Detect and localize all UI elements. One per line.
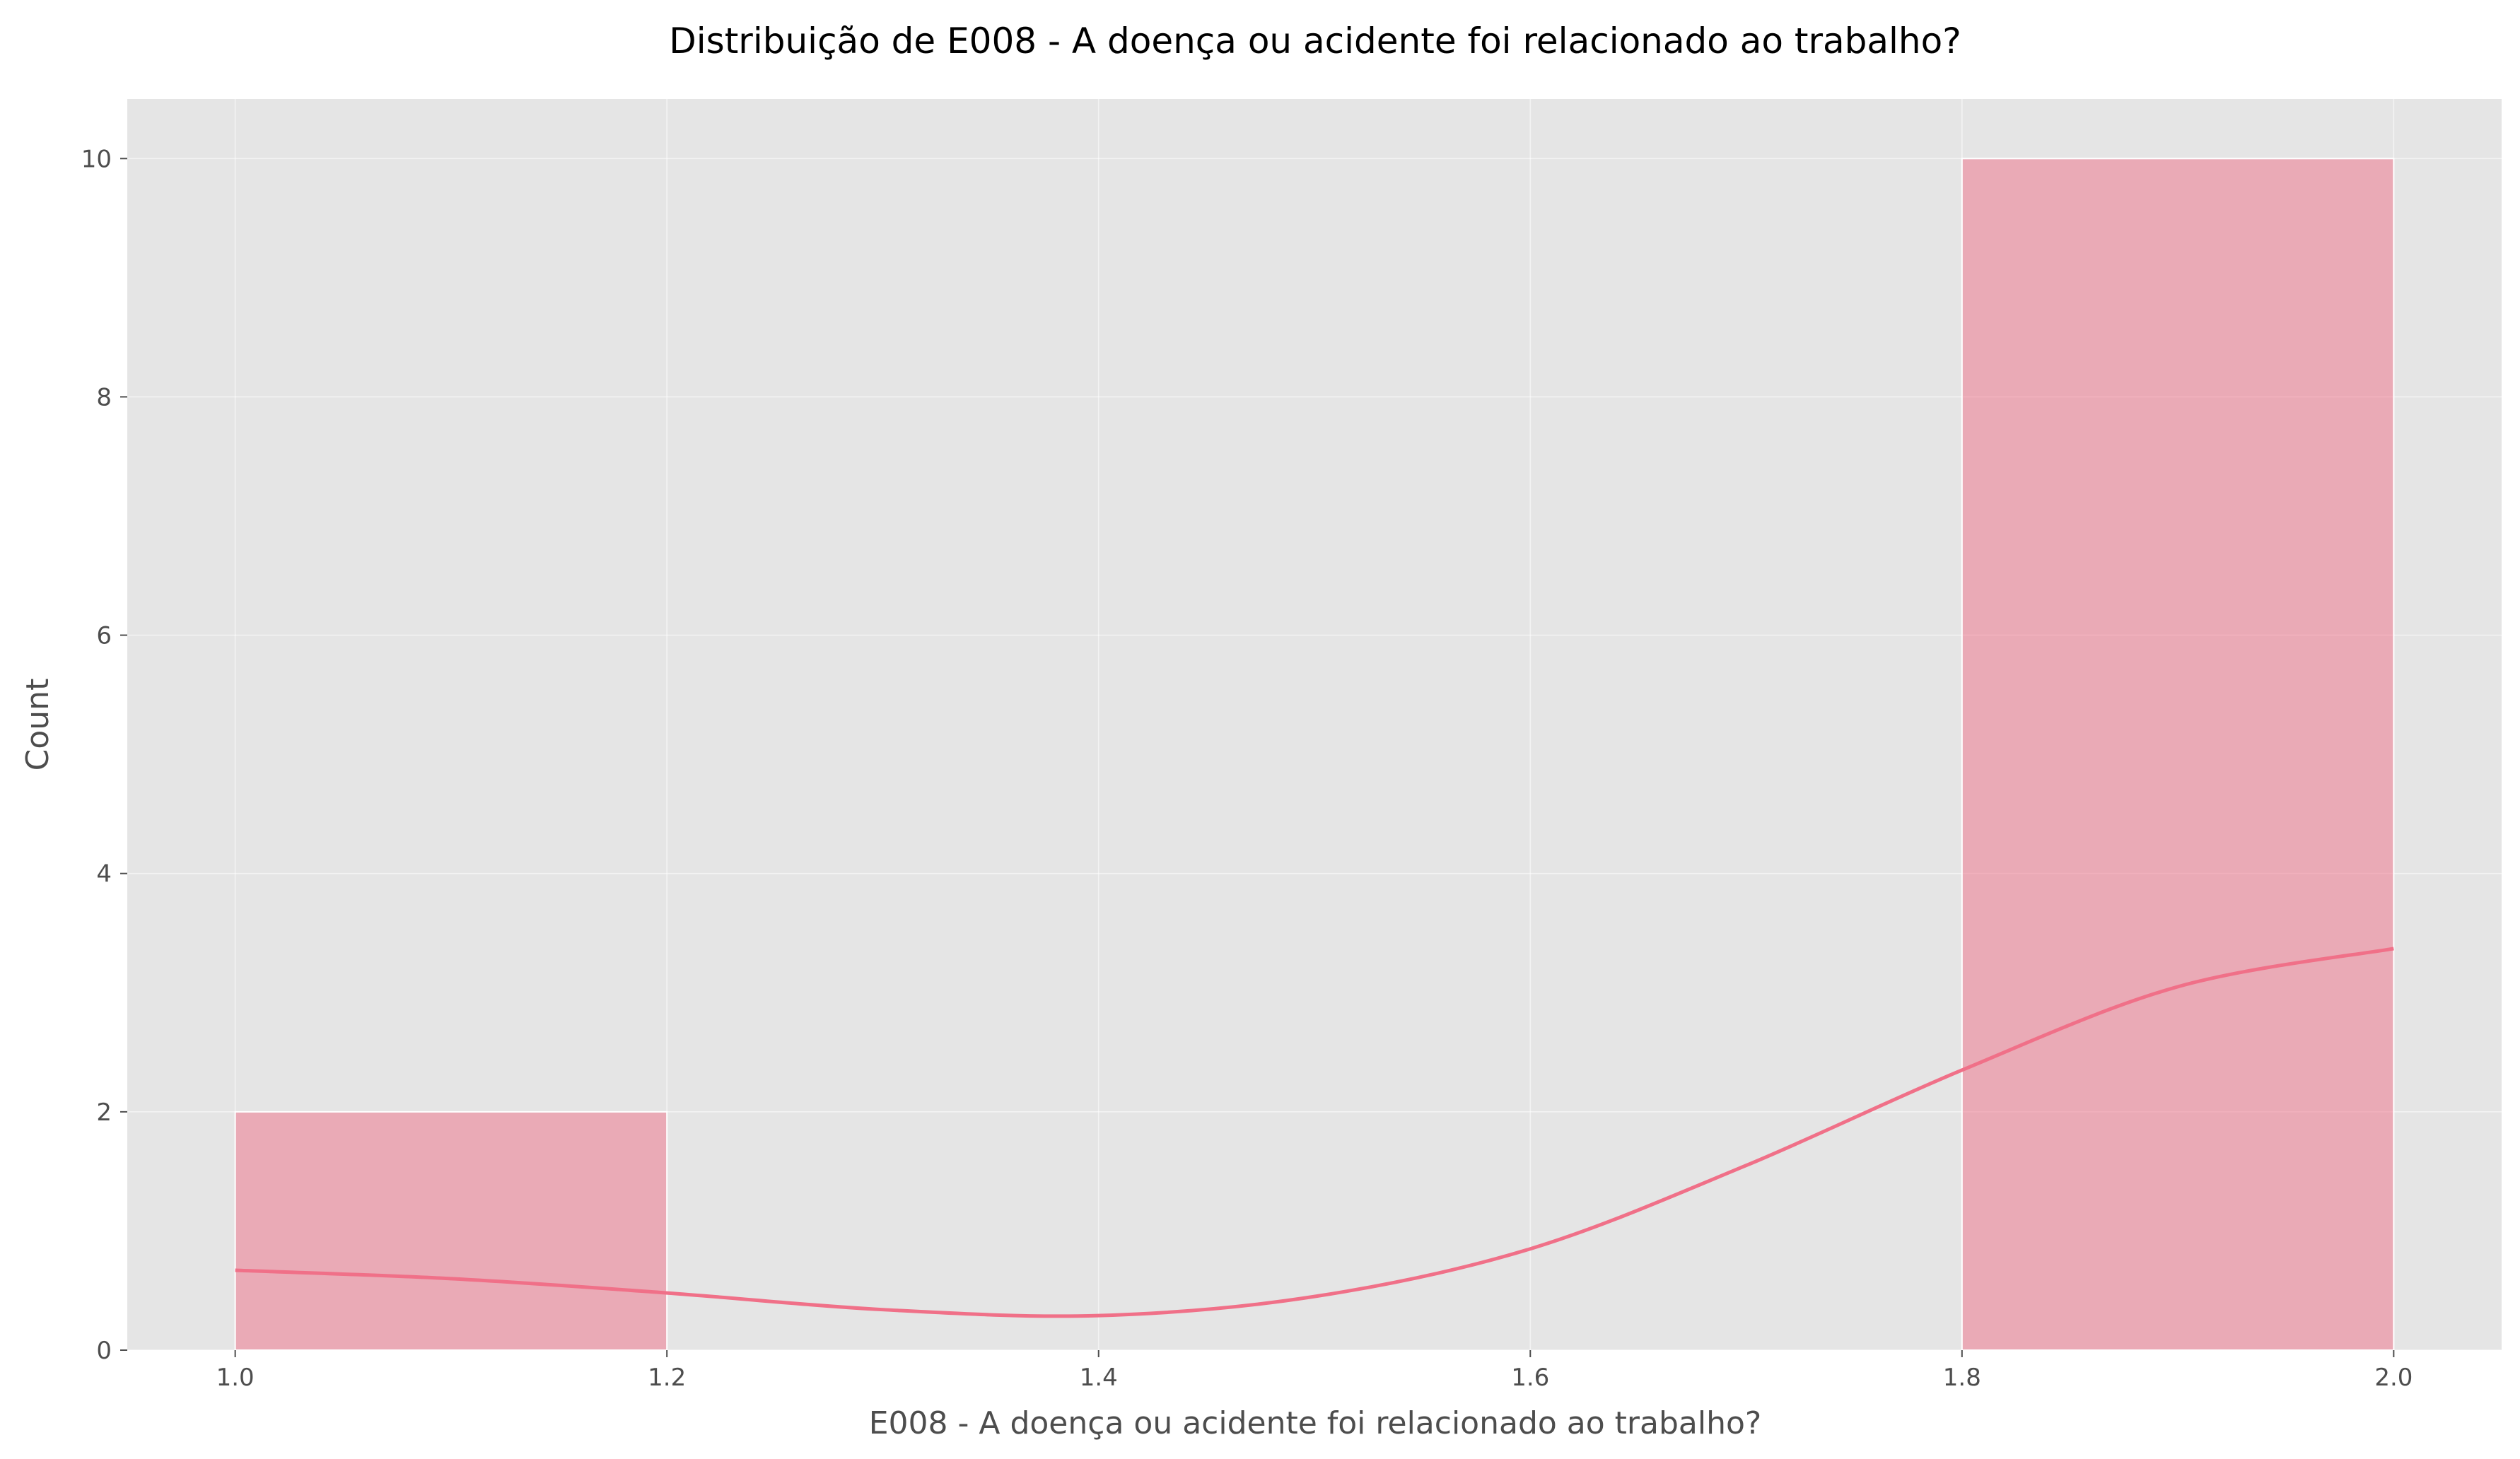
x-tick-label: 1.0 — [216, 1364, 255, 1392]
kde-curve — [235, 947, 2394, 1318]
x-tick-label: 1.4 — [1080, 1364, 1118, 1392]
chart-title: Distribuição de E008 - A doença ou acide… — [669, 20, 1961, 61]
x-tick-label: 1.6 — [1511, 1364, 1549, 1392]
x-axis-ticks: 1.0 1.2 1.4 1.6 1.8 2.0 — [216, 1350, 2413, 1392]
y-tick-label: 8 — [96, 383, 112, 411]
y-axis-label: Count — [20, 679, 56, 771]
y-tick-label: 6 — [96, 622, 112, 650]
x-tick-label: 1.2 — [648, 1364, 686, 1392]
x-tick-label: 1.8 — [1943, 1364, 1981, 1392]
histogram-bars — [234, 158, 2395, 1352]
y-axis-ticks: 0 2 4 6 8 10 — [81, 145, 127, 1365]
y-tick-label: 4 — [96, 860, 112, 889]
y-tick-label: 2 — [96, 1098, 112, 1127]
x-axis-label: E008 - A doença ou acidente foi relacion… — [869, 1405, 1762, 1441]
histogram-bar-1 — [234, 1111, 668, 1352]
y-tick-label: 10 — [81, 145, 112, 173]
y-tick-label: 0 — [96, 1337, 112, 1365]
histogram-bar-5 — [1961, 158, 2395, 1351]
x-tick-label: 2.0 — [2374, 1364, 2413, 1392]
